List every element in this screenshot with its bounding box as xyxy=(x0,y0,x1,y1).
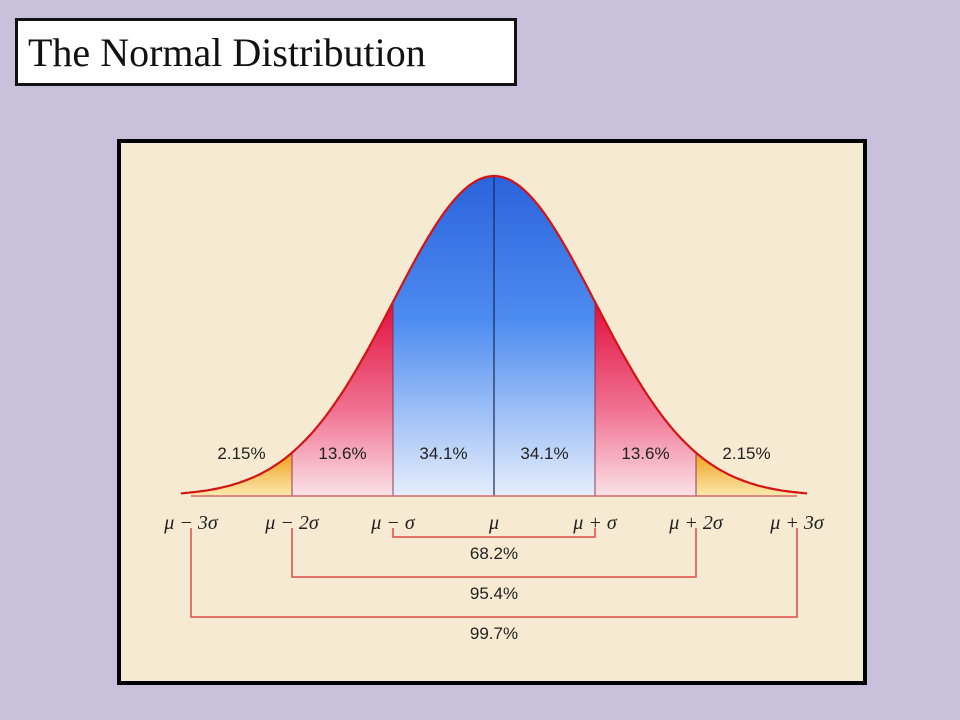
axis-label-1: μ − 2σ xyxy=(264,512,320,534)
bracket-label-2: 99.7% xyxy=(470,624,518,643)
region-tail-5 xyxy=(696,452,797,496)
region-label-3: 34.1% xyxy=(520,444,568,463)
bracket-line-0 xyxy=(392,528,596,538)
labels-layer: 2.15% 13.6% 34.1% 34.1% 13.6% 2.15% xyxy=(217,444,770,463)
curve-layer xyxy=(180,174,808,497)
region-label-0: 2.15% xyxy=(217,444,265,463)
page-title: The Normal Distribution xyxy=(28,29,426,75)
bracket-label-0: 68.2% xyxy=(470,544,518,563)
title-box: The Normal Distribution xyxy=(15,18,517,86)
axis-layer: μ − 3σ μ − 2σ μ − σ μ μ + σ μ + 2σ μ + 3σ xyxy=(163,512,825,534)
axis-label-5: μ + 2σ xyxy=(668,512,724,534)
axis-label-4: μ + σ xyxy=(572,512,618,534)
axis-label-2: μ − σ xyxy=(370,512,416,534)
axis-label-3: μ xyxy=(488,512,499,534)
bracket-layer: 68.2% 95.4% 99.7% xyxy=(190,528,798,643)
region-label-4: 13.6% xyxy=(621,444,669,463)
bell-curve xyxy=(180,174,808,495)
normal-distribution-figure: 2.15% 13.6% 34.1% 34.1% 13.6% 2.15% μ − 3σ μ −… xyxy=(117,139,867,685)
axis-label-0: μ − 3σ xyxy=(163,512,219,534)
axis-label-6: μ + 3σ xyxy=(769,512,825,534)
bracket-line-2 xyxy=(190,528,798,618)
region-label-2: 34.1% xyxy=(419,444,467,463)
bell-curve-diagram: 2.15% 13.6% 34.1% 34.1% 13.6% 2.15% μ − 3σ μ −… xyxy=(163,174,825,643)
region-label-5: 2.15% xyxy=(722,444,770,463)
region-tail-0 xyxy=(191,452,292,496)
bracket-line-1 xyxy=(291,528,697,578)
region-label-1: 13.6% xyxy=(318,444,366,463)
bracket-label-1: 95.4% xyxy=(470,584,518,603)
